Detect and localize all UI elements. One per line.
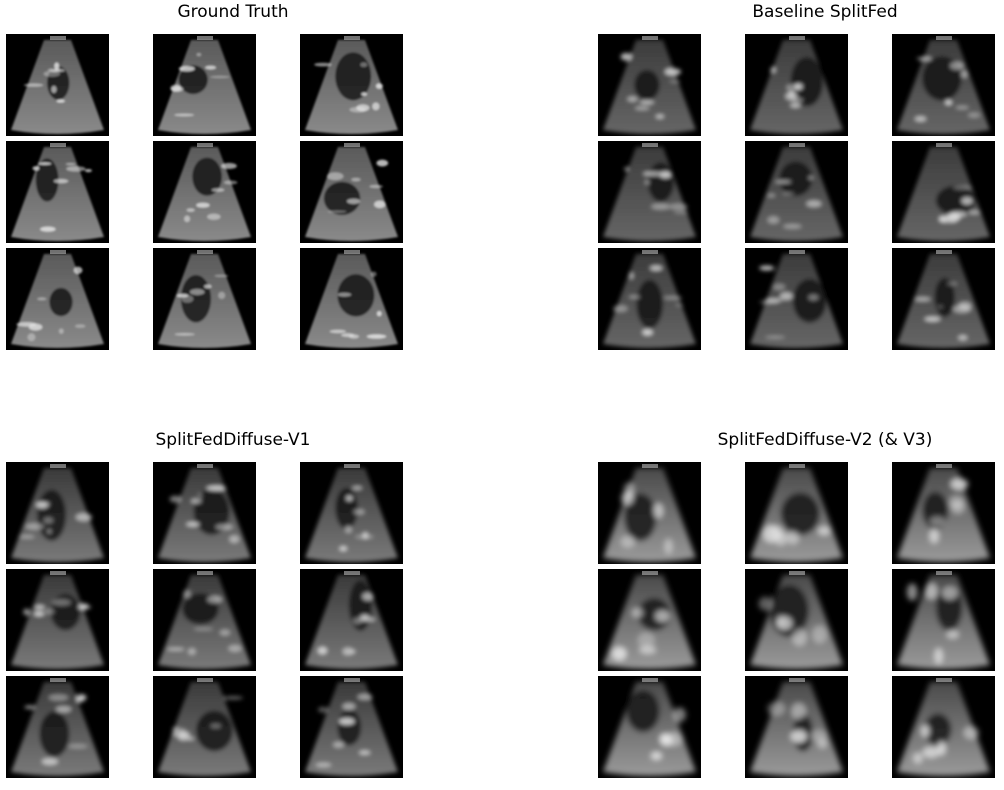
ultrasound-image — [153, 462, 256, 564]
panel-title-splitfeddiffuse-v1: SplitFedDiffuse-V1 — [155, 430, 311, 450]
ultrasound-image — [153, 248, 256, 350]
ultrasound-image — [6, 248, 109, 350]
ultrasound-image — [892, 676, 995, 778]
ultrasound-image — [153, 34, 256, 136]
ultrasound-image — [6, 676, 109, 778]
ultrasound-image — [300, 569, 403, 671]
ultrasound-image — [153, 141, 256, 243]
ultrasound-image — [745, 569, 848, 671]
ultrasound-image — [6, 569, 109, 671]
ultrasound-image — [153, 676, 256, 778]
ultrasound-image — [892, 34, 995, 136]
ultrasound-image — [892, 141, 995, 243]
ultrasound-image — [745, 141, 848, 243]
ultrasound-image — [598, 462, 701, 564]
panel-title-ground-truth: Ground Truth — [177, 2, 289, 22]
ultrasound-image — [745, 676, 848, 778]
ultrasound-image — [300, 141, 403, 243]
ultrasound-image — [6, 141, 109, 243]
ultrasound-image — [892, 462, 995, 564]
ultrasound-image — [153, 569, 256, 671]
ultrasound-image — [598, 34, 701, 136]
ultrasound-image — [300, 676, 403, 778]
ultrasound-image — [598, 248, 701, 350]
ultrasound-image — [745, 34, 848, 136]
ultrasound-image — [6, 462, 109, 564]
ultrasound-image — [300, 248, 403, 350]
ultrasound-image — [300, 34, 403, 136]
panel-title-baseline-splitfed: Baseline SplitFed — [752, 2, 898, 22]
ultrasound-image — [598, 141, 701, 243]
ultrasound-image — [892, 569, 995, 671]
panel-title-splitfeddiffuse-v2: SplitFedDiffuse-V2 (& V3) — [717, 430, 933, 450]
ultrasound-image — [745, 248, 848, 350]
ultrasound-image — [745, 462, 848, 564]
ultrasound-image — [598, 676, 701, 778]
ultrasound-image — [300, 462, 403, 564]
ultrasound-image — [598, 569, 701, 671]
ultrasound-image — [6, 34, 109, 136]
ultrasound-image — [892, 248, 995, 350]
